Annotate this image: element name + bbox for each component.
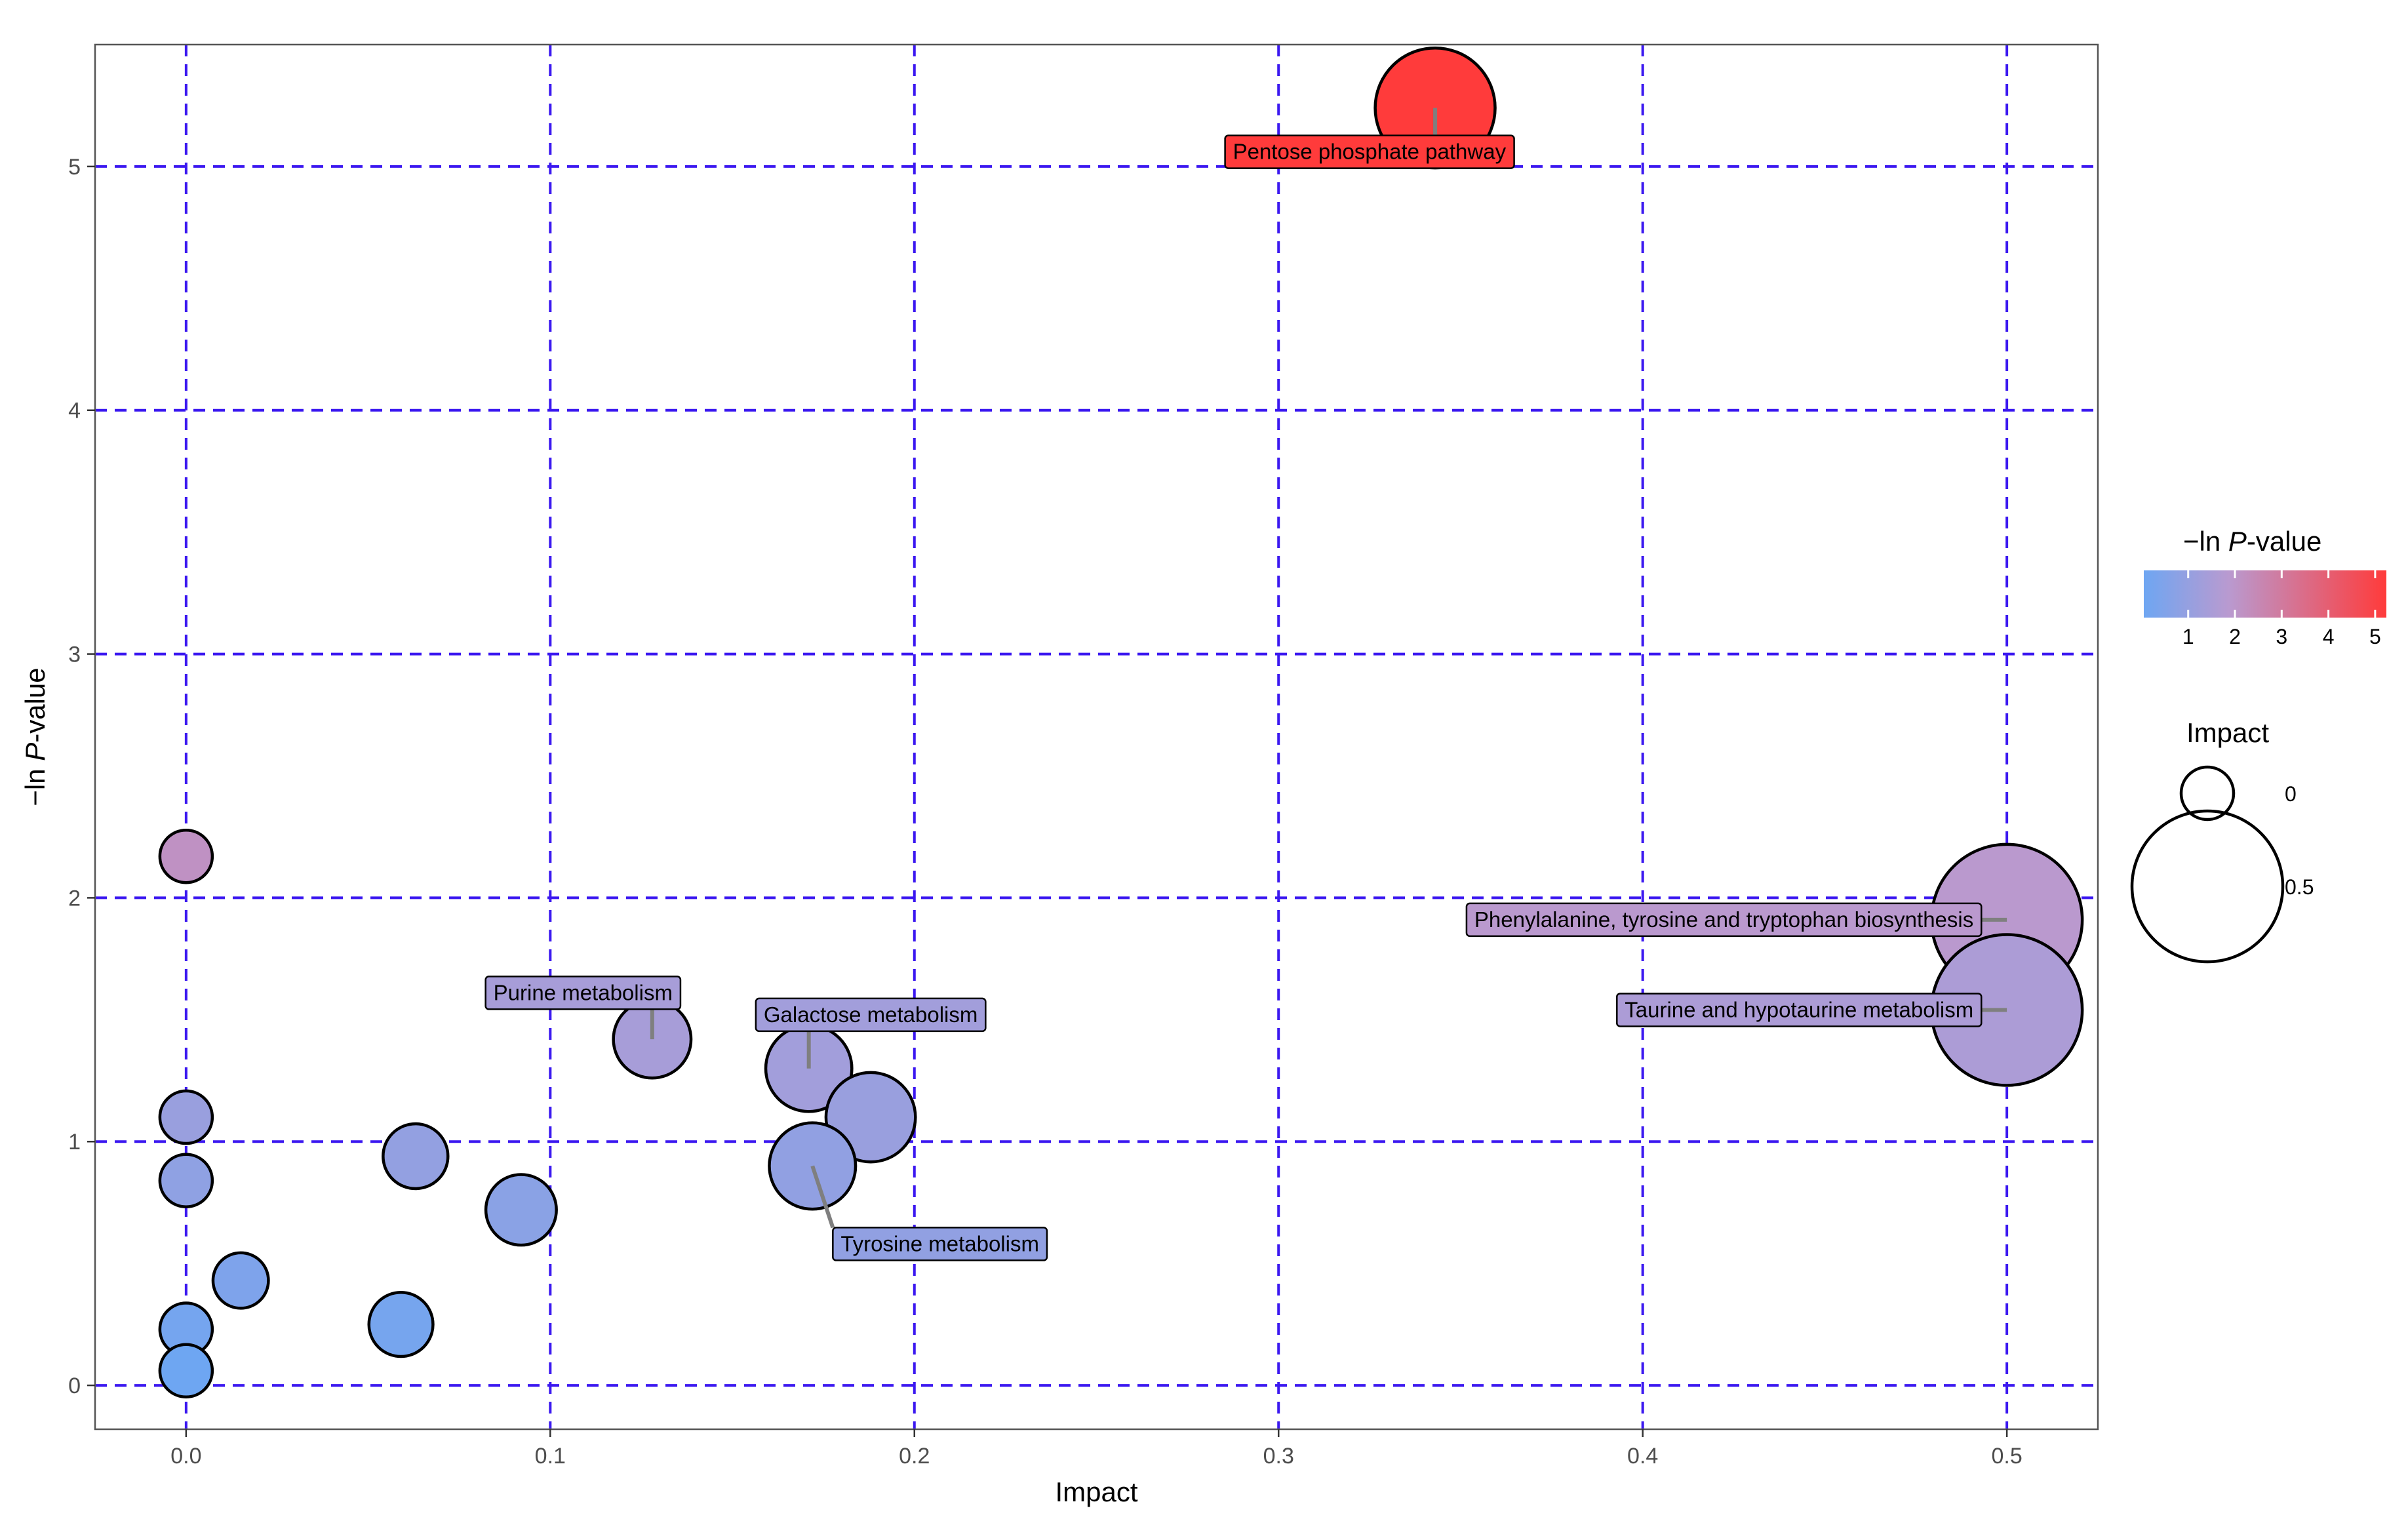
label-text: Taurine and hypotaurine metabolism xyxy=(1625,997,1973,1021)
x-tick-label: 0.5 xyxy=(1992,1444,2023,1469)
y-axis-title-italic: P xyxy=(20,743,50,761)
point-label: Pentose phosphate pathway xyxy=(1224,108,1515,169)
x-tick-label: 0.4 xyxy=(1627,1444,1658,1469)
x-tick-label: 0.3 xyxy=(1263,1444,1294,1469)
size-key-circle xyxy=(2179,765,2236,821)
colorbar-tick-label: 3 xyxy=(2276,625,2287,648)
x-tick-label: 0.1 xyxy=(535,1444,566,1469)
legend-size-keys: 00.5 xyxy=(2130,765,2314,964)
y-tick-label: 2 xyxy=(68,886,81,911)
data-point xyxy=(158,1089,214,1145)
data-point xyxy=(367,1291,435,1358)
label-text: Phenylalanine, tyrosine and tryptophan b… xyxy=(1474,907,1973,932)
colorbar-tick-label: 5 xyxy=(2369,625,2381,648)
label-text: Pentose phosphate pathway xyxy=(1233,140,1507,164)
colorbar-tick-label: 4 xyxy=(2323,625,2335,648)
label-box xyxy=(1616,993,1983,1027)
x-tick-label: 0.2 xyxy=(899,1444,930,1469)
legend-colorbar-ticks: 1 2 3 4 5 xyxy=(2182,570,2381,648)
axis-ticks: 0.0 0.1 0.2 0.3 0.4 0.5 0 1 2 3 4 5 xyxy=(68,155,2023,1469)
grid-lines xyxy=(95,45,2098,1429)
label-box xyxy=(832,1227,1048,1261)
legend-color-title: −ln P-value xyxy=(2183,526,2321,557)
label-connector xyxy=(810,1165,835,1229)
point-labels: Pentose phosphate pathway Phenylalanine, … xyxy=(484,108,2007,1261)
plot-panel-border xyxy=(94,43,2099,1431)
colorbar-tick-label: 1 xyxy=(2182,625,2194,648)
y-tick-label: 3 xyxy=(68,643,81,667)
label-text: Purine metabolism xyxy=(494,980,673,1004)
y-axis-title-suffix: -value xyxy=(20,667,50,742)
colorbar-tick-label: 2 xyxy=(2229,625,2241,648)
data-point xyxy=(382,1122,450,1191)
point-label: Tyrosine metabolism xyxy=(810,1165,1048,1261)
y-axis-title-prefix: −ln xyxy=(20,761,50,806)
point-label: Taurine and hypotaurine metabolism xyxy=(1616,993,2007,1027)
y-tick-label: 1 xyxy=(68,1130,81,1155)
legend-color-title-suffix: -value xyxy=(2247,526,2321,557)
y-tick-label: 5 xyxy=(68,155,81,180)
legend-colorbar xyxy=(2144,570,2386,618)
data-point xyxy=(158,1153,214,1208)
label-box xyxy=(755,997,987,1033)
point-label: Galactose metabolism xyxy=(755,997,987,1069)
size-key-label: 0.5 xyxy=(2285,875,2314,899)
y-axis-title: −ln P-value xyxy=(20,667,50,806)
label-box xyxy=(1465,902,1983,938)
label-text: Tyrosine metabolism xyxy=(840,1231,1039,1256)
point-label: Purine metabolism xyxy=(484,976,682,1040)
legend-color-title-italic: P xyxy=(2228,526,2247,557)
size-key-circle xyxy=(2130,809,2285,964)
data-point xyxy=(158,1343,214,1399)
data-point xyxy=(768,1121,858,1211)
legend-size-title: Impact xyxy=(2186,717,2269,748)
label-box xyxy=(1224,134,1515,169)
data-point xyxy=(211,1251,270,1310)
size-key-label: 0 xyxy=(2285,782,2297,806)
legend-color-title-prefix: −ln xyxy=(2183,526,2228,557)
data-point xyxy=(158,828,214,884)
data-point xyxy=(484,1173,558,1247)
label-text: Galactose metabolism xyxy=(764,1002,977,1027)
y-tick-label: 0 xyxy=(68,1374,81,1398)
x-axis-title: Impact xyxy=(1055,1476,1137,1507)
y-tick-label: 4 xyxy=(68,399,81,424)
point-label: Phenylalanine, tyrosine and tryptophan b… xyxy=(1465,902,2007,938)
label-box xyxy=(484,976,682,1010)
x-tick-label: 0.0 xyxy=(170,1444,201,1469)
